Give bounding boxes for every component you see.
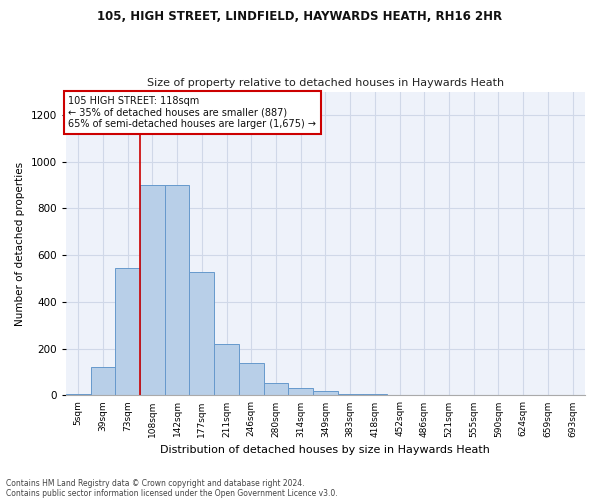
Bar: [313, 391, 338, 396]
Title: Size of property relative to detached houses in Haywards Heath: Size of property relative to detached ho…: [147, 78, 504, 88]
Bar: [289, 388, 313, 396]
Bar: [214, 344, 239, 396]
Bar: [190, 272, 214, 396]
Text: Contains HM Land Registry data © Crown copyright and database right 2024.: Contains HM Land Registry data © Crown c…: [6, 478, 305, 488]
X-axis label: Distribution of detached houses by size in Haywards Heath: Distribution of detached houses by size …: [160, 445, 490, 455]
Text: 105 HIGH STREET: 118sqm
← 35% of detached houses are smaller (887)
65% of semi-d: 105 HIGH STREET: 118sqm ← 35% of detache…: [68, 96, 316, 130]
Bar: [140, 185, 165, 396]
Text: 105, HIGH STREET, LINDFIELD, HAYWARDS HEATH, RH16 2HR: 105, HIGH STREET, LINDFIELD, HAYWARDS HE…: [97, 10, 503, 23]
Bar: [239, 362, 263, 396]
Bar: [115, 268, 140, 396]
Bar: [66, 394, 91, 396]
Bar: [263, 382, 289, 396]
Text: Contains public sector information licensed under the Open Government Licence v3: Contains public sector information licen…: [6, 488, 338, 498]
Y-axis label: Number of detached properties: Number of detached properties: [15, 162, 25, 326]
Bar: [362, 394, 387, 396]
Bar: [91, 368, 115, 396]
Bar: [338, 394, 362, 396]
Bar: [165, 185, 190, 396]
